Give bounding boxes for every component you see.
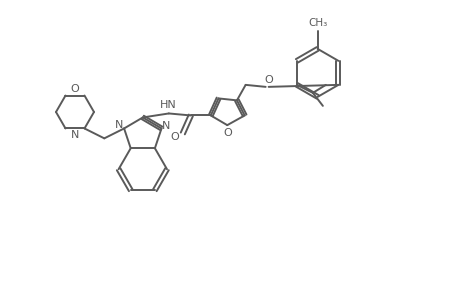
- Text: HN: HN: [159, 100, 176, 110]
- Text: CH₃: CH₃: [308, 18, 326, 28]
- Text: O: O: [71, 83, 79, 94]
- Text: O: O: [223, 128, 231, 138]
- Text: O: O: [264, 75, 273, 85]
- Text: N: N: [115, 121, 123, 130]
- Text: N: N: [162, 122, 170, 131]
- Text: O: O: [170, 133, 179, 142]
- Text: N: N: [71, 130, 79, 140]
